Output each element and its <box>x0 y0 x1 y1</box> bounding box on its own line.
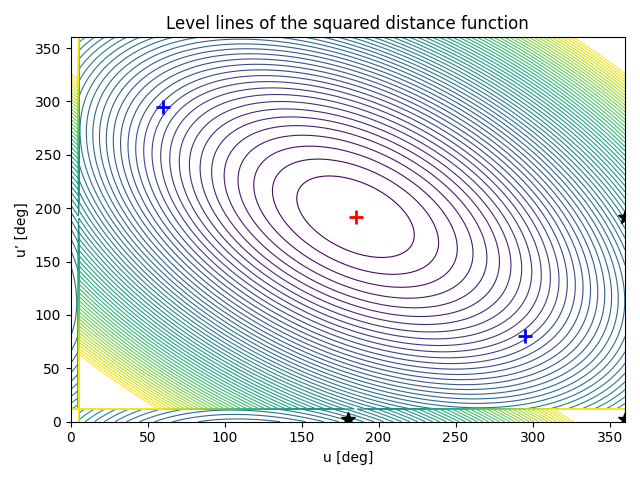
X-axis label: u [deg]: u [deg] <box>323 451 373 465</box>
Title: Level lines of the squared distance function: Level lines of the squared distance func… <box>166 15 529 33</box>
Y-axis label: u’ [deg]: u’ [deg] <box>15 202 29 257</box>
